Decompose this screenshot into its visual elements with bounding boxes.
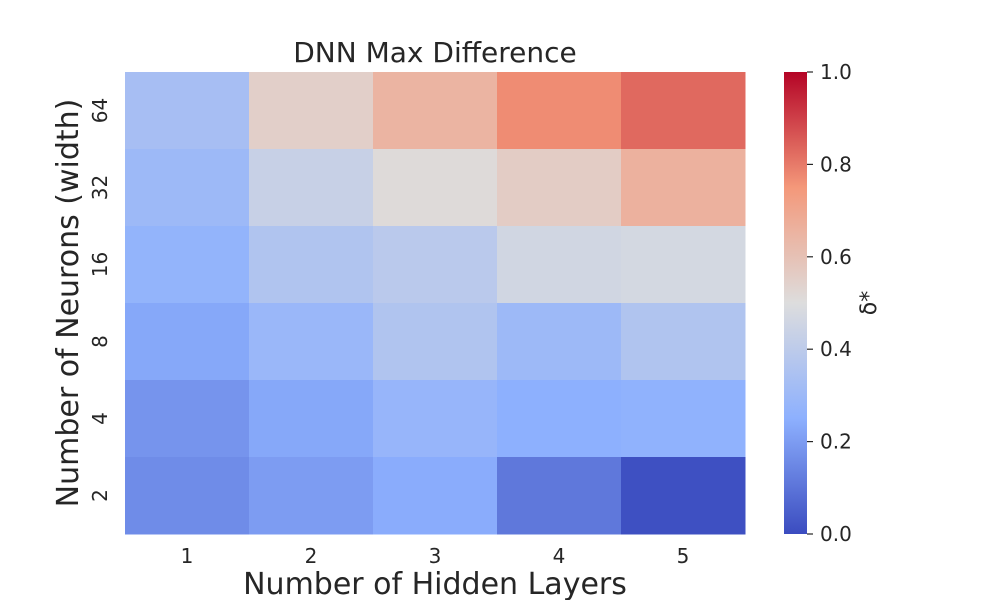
y-tick-label: 2 bbox=[88, 489, 112, 502]
heatmap-cell bbox=[373, 149, 498, 227]
heatmap-cell bbox=[621, 149, 746, 227]
x-tick-label: 1 bbox=[181, 544, 194, 568]
heatmap-cell bbox=[249, 303, 374, 381]
colorbar-tick-label: 1.0 bbox=[820, 60, 852, 84]
heatmap-cell bbox=[125, 303, 250, 381]
heatmap-cell bbox=[621, 226, 746, 304]
x-tick-label: 5 bbox=[677, 544, 690, 568]
heatmap-cell bbox=[373, 72, 498, 150]
colorbar-tick-label: 0.6 bbox=[820, 245, 852, 269]
y-axis-label: Number of Neurons (width) bbox=[51, 99, 86, 508]
heatmap-cell bbox=[125, 149, 250, 227]
colorbar-tick-label: 0.4 bbox=[820, 337, 852, 361]
heatmap-cell bbox=[373, 457, 498, 535]
heatmap-cell bbox=[125, 457, 250, 535]
colorbar-tick-label: 0.8 bbox=[820, 152, 852, 176]
y-tick-label: 4 bbox=[88, 412, 112, 425]
heatmap-cell bbox=[249, 226, 374, 304]
heatmap-cell bbox=[497, 149, 622, 227]
heatmap-cell bbox=[249, 457, 374, 535]
heatmap-cell bbox=[373, 303, 498, 381]
heatmap-cell bbox=[249, 149, 374, 227]
x-tick-labels: 1 2 3 4 5 bbox=[181, 544, 690, 568]
x-tick-label: 3 bbox=[429, 544, 442, 568]
y-tick-labels: 64 32 16 8 4 2 bbox=[88, 98, 112, 502]
heatmap-cell bbox=[497, 226, 622, 304]
heatmap-cell bbox=[373, 226, 498, 304]
heatmap-cell bbox=[621, 457, 746, 535]
x-tick-label: 2 bbox=[305, 544, 318, 568]
heatmap-cell bbox=[249, 72, 374, 150]
heatmap-cell bbox=[621, 380, 746, 458]
heatmap-cell bbox=[621, 303, 746, 381]
y-tick-label: 64 bbox=[88, 98, 112, 123]
heatmap-cell bbox=[125, 72, 250, 150]
colorbar-ticks: 0.0 0.2 0.4 0.6 0.8 1.0 bbox=[807, 60, 852, 546]
heatmap-cell bbox=[497, 457, 622, 535]
colorbar-tick-label: 0.2 bbox=[820, 430, 852, 454]
colorbar bbox=[784, 72, 807, 534]
x-axis-label: Number of Hidden Layers bbox=[243, 567, 627, 600]
heatmap-cells bbox=[125, 72, 746, 535]
chart-title: DNN Max Difference bbox=[293, 36, 577, 69]
heatmap-cell bbox=[621, 72, 746, 150]
colorbar-tick-label: 0.0 bbox=[820, 522, 852, 546]
y-tick-label: 16 bbox=[88, 252, 112, 277]
heatmap-cell bbox=[497, 303, 622, 381]
heatmap-cell bbox=[125, 226, 250, 304]
heatmap-cell bbox=[497, 380, 622, 458]
x-tick-label: 4 bbox=[553, 544, 566, 568]
heatmap-cell bbox=[249, 380, 374, 458]
heatmap-cell bbox=[373, 380, 498, 458]
y-tick-label: 8 bbox=[88, 335, 112, 348]
heatmap-cell bbox=[125, 380, 250, 458]
y-tick-label: 32 bbox=[88, 175, 112, 200]
colorbar-label: δ* bbox=[857, 291, 882, 315]
heatmap-cell bbox=[497, 72, 622, 150]
